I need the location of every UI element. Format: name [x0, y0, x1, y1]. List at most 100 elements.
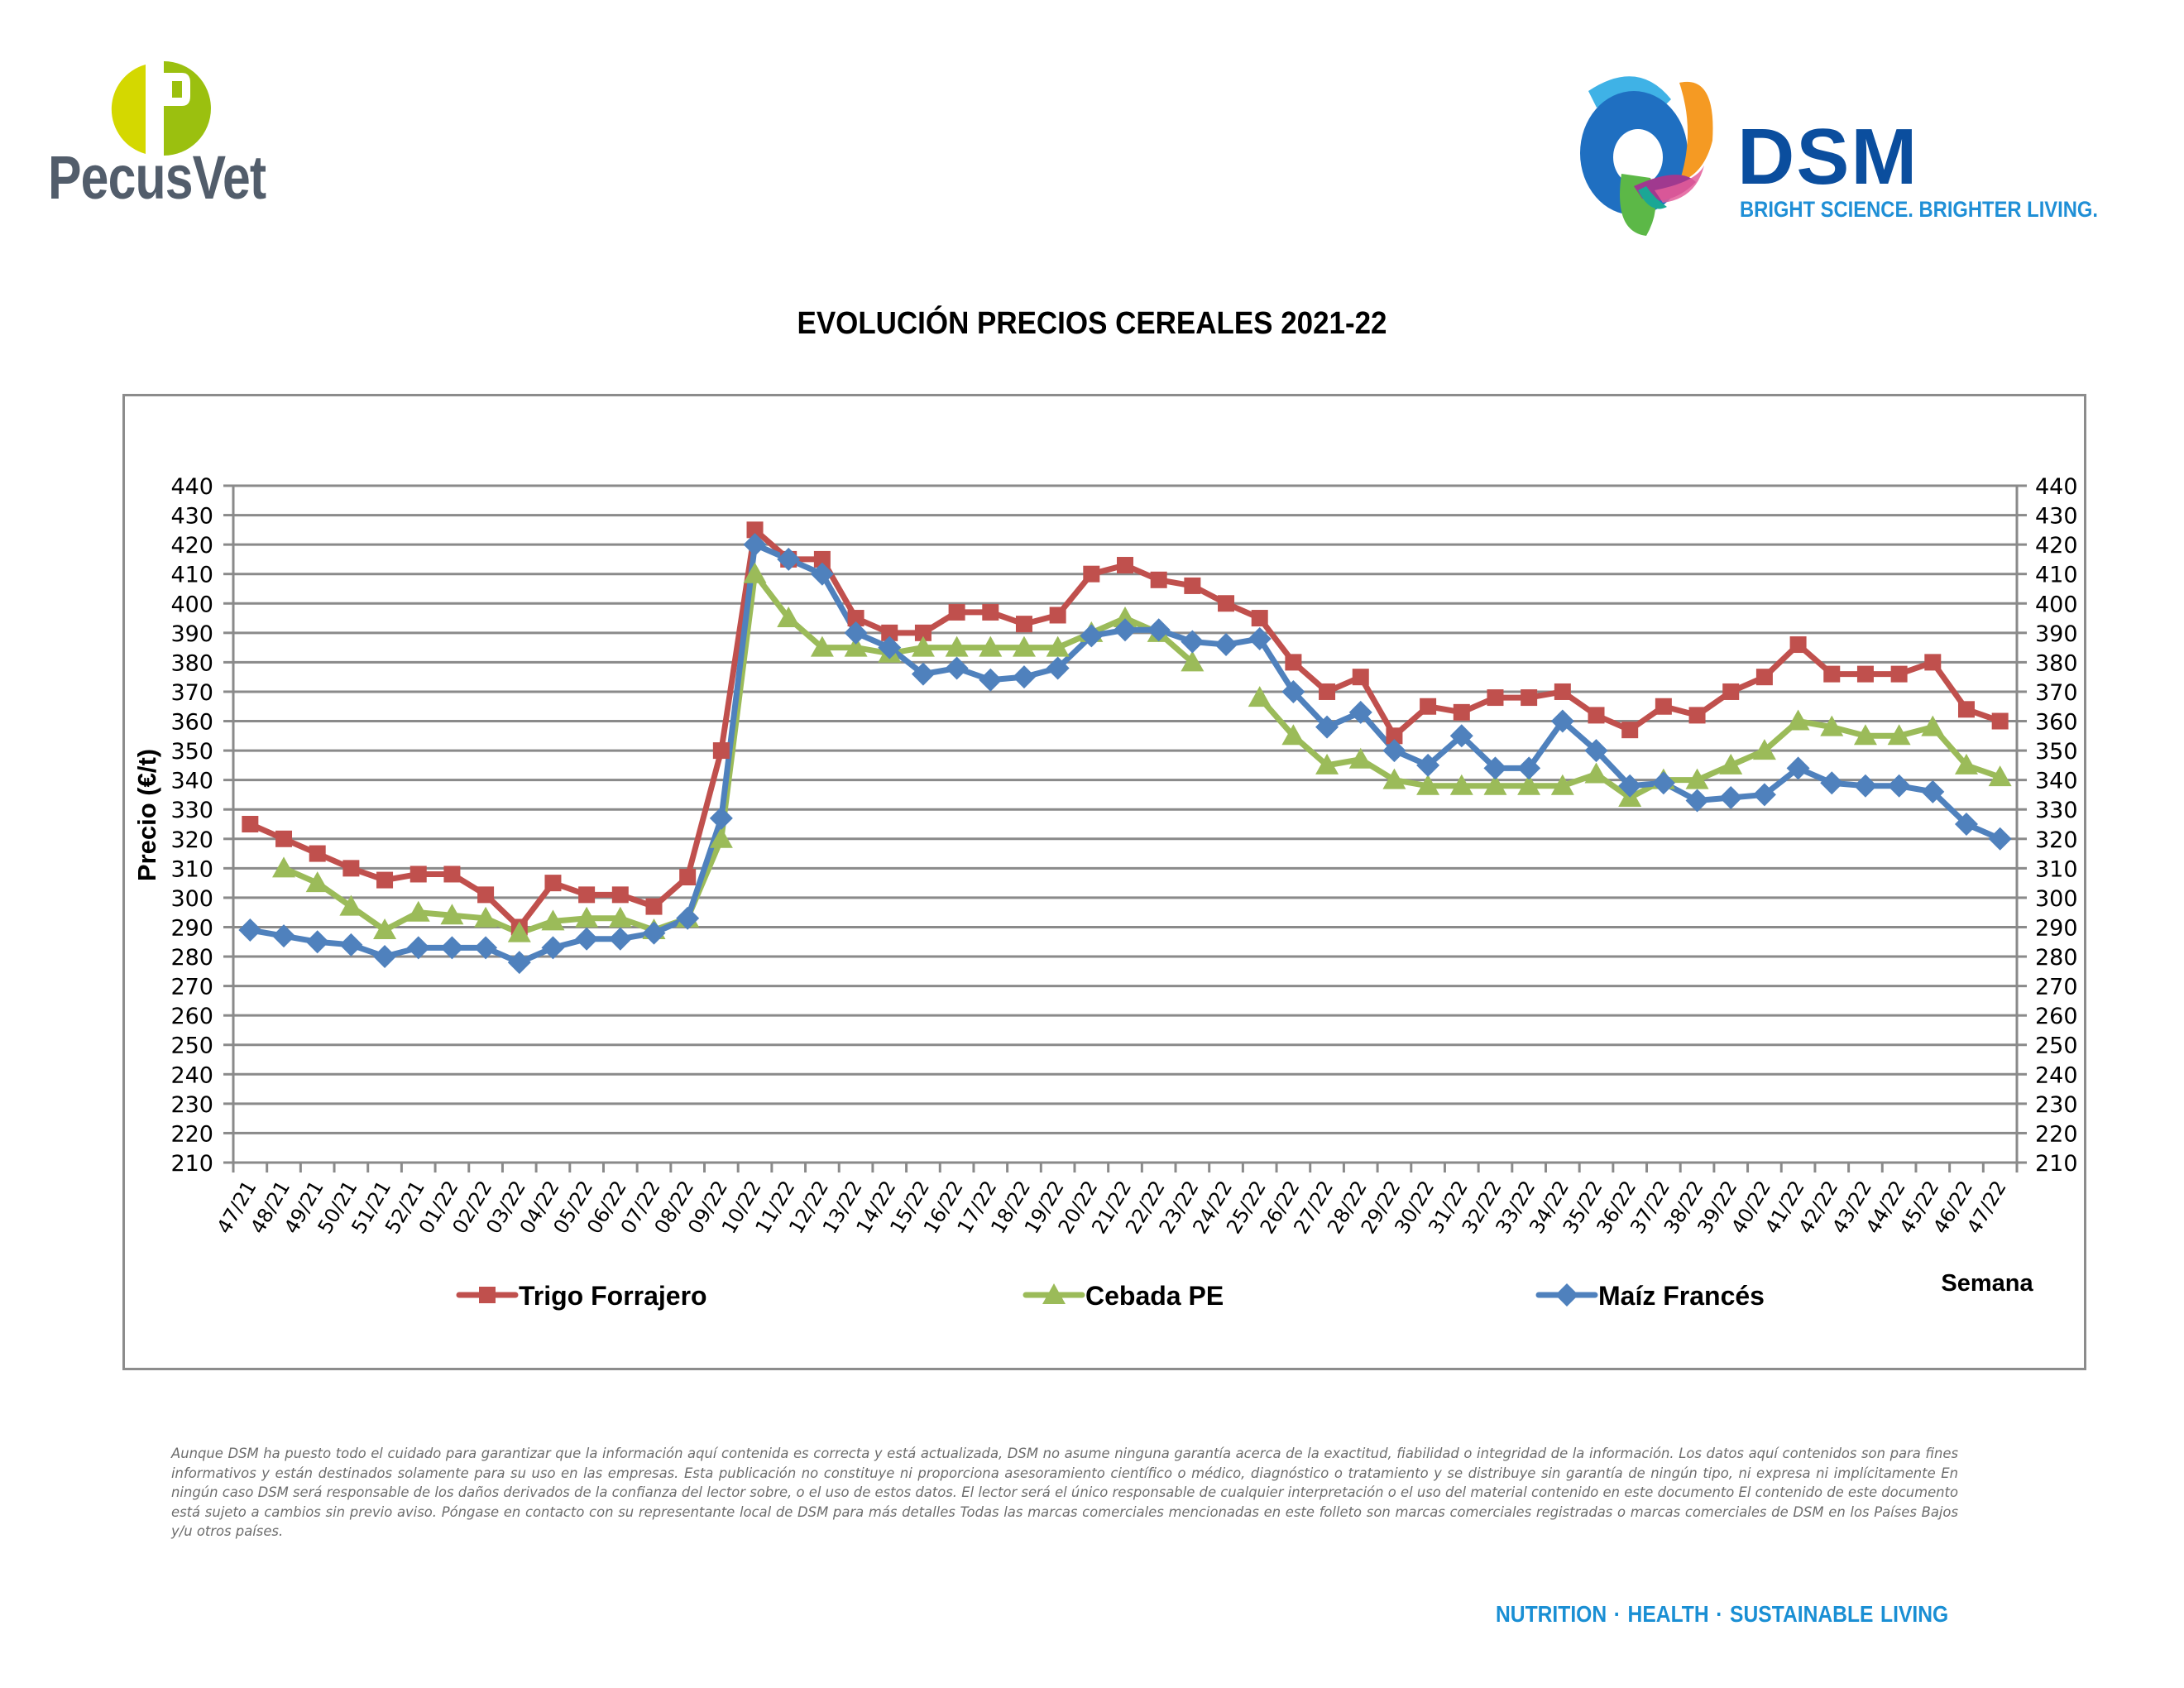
- data-point-trigo-forrajero: [712, 742, 730, 760]
- dsm-logo-wordmark: DSM: [1737, 113, 1919, 201]
- data-point-trigo-forrajero: [1521, 689, 1538, 707]
- y-tick-label-left: 290: [170, 915, 213, 941]
- data-point-cebada-pe: [1046, 635, 1070, 657]
- data-point-maiz-frances: [945, 656, 969, 680]
- data-point-maiz-frances: [1921, 779, 1945, 803]
- data-point-cebada-pe: [440, 904, 464, 925]
- data-point-maiz-frances: [1114, 618, 1137, 642]
- series-line-cebada-pe: [282, 571, 1195, 937]
- legend-item-trigo-forrajero: Trigo Forrajero: [456, 1281, 707, 1311]
- y-tick-label-right: 310: [2035, 856, 2078, 882]
- data-point-maiz-frances: [608, 927, 632, 951]
- data-point-cebada-pe: [272, 856, 296, 878]
- y-tick-label-right: 400: [2035, 592, 2078, 617]
- legend-item-maiz-frances: Maíz Francés: [1535, 1281, 1765, 1311]
- y-tick-label-left: 420: [170, 533, 213, 559]
- data-point-trigo-forrajero: [1688, 707, 1706, 724]
- y-tick-label-left: 230: [170, 1092, 213, 1118]
- data-point-maiz-frances: [1719, 785, 1743, 809]
- data-point-trigo-forrajero: [410, 866, 427, 883]
- legend-label: Maíz Francés: [1598, 1281, 1765, 1311]
- data-point-maiz-frances: [1988, 827, 2012, 851]
- data-point-trigo-forrajero: [275, 830, 293, 847]
- data-point-maiz-frances: [406, 936, 430, 960]
- pecusvet-logo-text: PecusVet: [48, 143, 266, 212]
- data-point-trigo-forrajero: [1251, 610, 1268, 627]
- y-tick-label-right: 280: [2035, 945, 2078, 971]
- data-point-cebada-pe: [1483, 774, 1507, 795]
- data-point-maiz-frances: [1046, 656, 1070, 680]
- data-point-cebada-pe: [1181, 650, 1205, 672]
- data-point-maiz-frances: [743, 533, 767, 557]
- y-tick-label-right: 430: [2035, 504, 2078, 530]
- y-tick-label-right: 390: [2035, 621, 2078, 647]
- data-point-cebada-pe: [1315, 753, 1339, 774]
- y-tick-label-right: 230: [2035, 1092, 2078, 1118]
- legend-marker-triangle-icon: [1042, 1283, 1066, 1304]
- data-point-maiz-frances: [507, 951, 531, 975]
- data-point-cebada-pe: [1988, 765, 2012, 787]
- data-point-maiz-frances: [878, 635, 902, 659]
- y-tick-label-right: 240: [2035, 1062, 2078, 1088]
- legend-item-cebada-pe: Cebada PE: [1023, 1281, 1224, 1311]
- y-tick-label-left: 400: [170, 592, 213, 617]
- data-point-cebada-pe: [1921, 715, 1945, 736]
- y-axis-right-ticks: 210 220 230 240 250 260 270 280 290 300 310 320 330 3…: [2035, 474, 2078, 1177]
- data-point-cebada-pe: [1416, 774, 1440, 795]
- data-point-trigo-forrajero: [1890, 665, 1908, 683]
- data-point-cebada-pe: [1820, 715, 1844, 736]
- data-point-maiz-frances: [1147, 618, 1171, 642]
- y-tick-label-left: 330: [170, 798, 213, 823]
- data-point-trigo-forrajero: [1386, 727, 1403, 745]
- data-point-trigo-forrajero: [645, 898, 663, 915]
- data-point-trigo-forrajero: [578, 886, 596, 904]
- data-point-trigo-forrajero: [1352, 669, 1369, 686]
- data-point-trigo-forrajero: [1117, 557, 1133, 574]
- data-point-trigo-forrajero: [679, 869, 697, 886]
- chart-frame: [122, 394, 2086, 1370]
- y-tick-label-right: 270: [2035, 975, 2078, 1000]
- data-point-cebada-pe: [777, 607, 801, 628]
- y-tick-label-right: 440: [2035, 474, 2078, 500]
- data-point-cebada-pe: [1550, 774, 1574, 795]
- data-point-trigo-forrajero: [948, 603, 965, 621]
- data-point-cebada-pe: [1248, 686, 1272, 707]
- data-point-cebada-pe: [1449, 774, 1473, 795]
- legend-label: Cebada PE: [1085, 1281, 1224, 1311]
- x-axis-label: Semana: [1941, 1270, 2033, 1297]
- y-tick-label-right: 250: [2035, 1033, 2078, 1059]
- data-point-cebada-pe: [575, 906, 599, 928]
- y-tick-label-left: 350: [170, 739, 213, 765]
- data-point-trigo-forrajero: [1285, 654, 1302, 671]
- data-point-cebada-pe: [709, 827, 733, 848]
- data-point-trigo-forrajero: [746, 521, 764, 539]
- data-point-trigo-forrajero: [1789, 636, 1807, 654]
- data-point-trigo-forrajero: [1049, 607, 1066, 624]
- y-tick-label-left: 390: [170, 621, 213, 647]
- data-point-maiz-frances: [1685, 789, 1709, 813]
- data-point-trigo-forrajero: [1319, 683, 1336, 700]
- data-point-maiz-frances: [709, 806, 733, 830]
- data-point-cebada-pe: [305, 871, 329, 893]
- data-point-trigo-forrajero: [1150, 571, 1167, 588]
- data-point-trigo-forrajero: [1588, 707, 1605, 724]
- data-point-maiz-frances: [979, 668, 1003, 692]
- data-point-maiz-frances: [1618, 774, 1642, 798]
- data-point-trigo-forrajero: [1823, 665, 1841, 683]
- y-tick-label-left: 250: [170, 1033, 213, 1059]
- y-tick-label-left: 370: [170, 680, 213, 706]
- data-point-cebada-pe: [406, 900, 430, 922]
- data-point-trigo-forrajero: [1621, 722, 1639, 739]
- data-point-trigo-forrajero: [1218, 595, 1235, 612]
- data-point-cebada-pe: [1517, 774, 1541, 795]
- legend: Trigo Forrajero Cebada PE Maíz Francés: [456, 1281, 1765, 1311]
- footer-tagline: NUTRITION · HEALTH · SUSTAINABLE LIVING: [1496, 1601, 1949, 1627]
- y-axis-left-ticks: 210 220 230 240 250 260 270 280 290 300 310 320 330 3…: [170, 474, 213, 1177]
- data-point-maiz-frances: [810, 562, 834, 586]
- data-point-maiz-frances: [676, 906, 700, 930]
- data-point-cebada-pe: [810, 635, 834, 657]
- data-point-trigo-forrajero: [1755, 669, 1773, 686]
- data-point-trigo-forrajero: [477, 886, 495, 904]
- data-point-trigo-forrajero: [881, 624, 898, 641]
